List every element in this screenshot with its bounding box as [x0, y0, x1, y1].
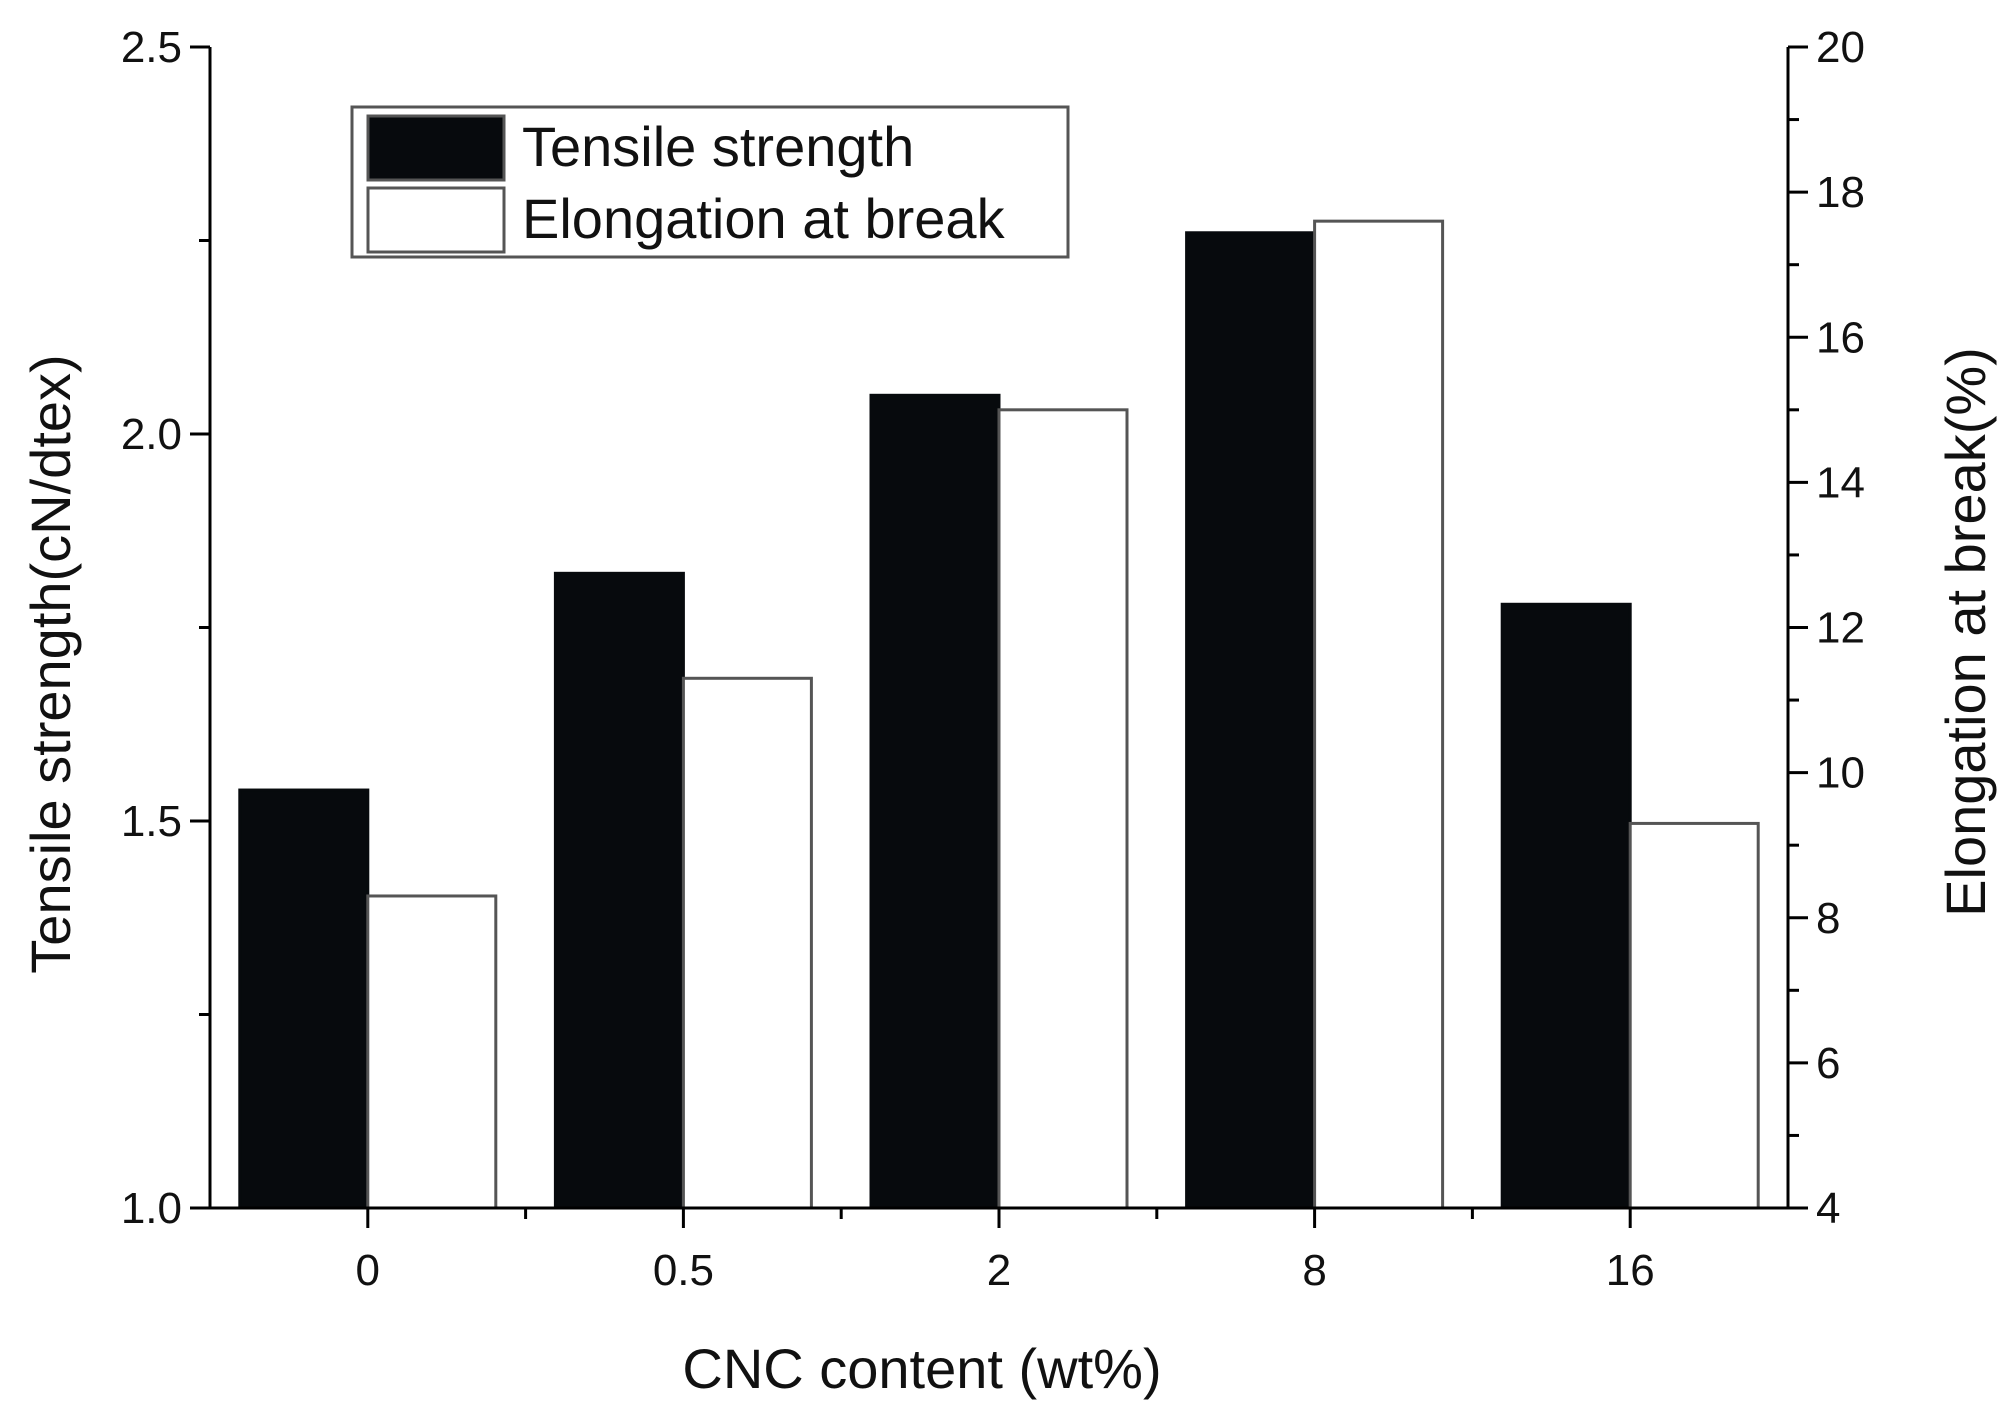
- bar-elongation-2: [997, 408, 1129, 1210]
- y-left-tick-label: 1.5: [121, 797, 182, 846]
- y-right-tick-label: 10: [1816, 749, 1865, 798]
- x-tick-label: 0: [356, 1246, 380, 1295]
- x-tick-label: 0.5: [653, 1246, 714, 1295]
- y-left-axis-title: Tensile strength(cN/dtex): [19, 354, 82, 973]
- bar-elongation-16: [1628, 821, 1760, 1210]
- y-left-tick-label: 1.0: [121, 1184, 182, 1233]
- ticks-layer: 1.0 1.5 2.0 2.5 4 6 8 10 12 14 16 18 20 0 0.5 2 8 16: [121, 23, 1865, 1295]
- y-right-tick-label: 4: [1816, 1184, 1840, 1233]
- y-right-tick-label: 6: [1816, 1039, 1840, 1088]
- y-right-tick-label: 20: [1816, 23, 1865, 72]
- bar-elongation-8: [1313, 219, 1445, 1210]
- bar-tensile-0: [238, 788, 370, 1210]
- y-right-axis-title: Elongation at break(%): [1934, 347, 1997, 917]
- y-right-tick-label: 12: [1816, 604, 1865, 653]
- legend-label-elongation-at-break: Elongation at break: [522, 187, 1006, 250]
- legend: Tensile strength Elongation at break: [350, 105, 1070, 259]
- bar-tensile-16: [1500, 602, 1632, 1210]
- bar-tensile-2: [869, 393, 1001, 1210]
- x-tick-label: 8: [1302, 1246, 1326, 1295]
- bar-elongation-0.5: [681, 676, 813, 1210]
- x-tick-label: 2: [987, 1246, 1011, 1295]
- bars-layer: [238, 219, 1760, 1210]
- legend-swatch-elongation-at-break: [366, 186, 506, 254]
- y-right-tick-label: 16: [1816, 313, 1865, 362]
- y-right-tick-label: 8: [1816, 894, 1840, 943]
- y-left-tick-label: 2.0: [121, 410, 182, 459]
- x-tick-label: 16: [1606, 1246, 1655, 1295]
- bar-tensile-0.5: [553, 571, 685, 1210]
- y-right-tick-label: 18: [1816, 168, 1865, 217]
- bar-tensile-8: [1185, 231, 1317, 1210]
- legend-swatch-tensile-strength: [366, 114, 506, 182]
- x-axis-title: CNC content (wt%): [682, 1337, 1161, 1400]
- y-right-tick-label: 14: [1816, 458, 1865, 507]
- legend-label-tensile-strength: Tensile strength: [522, 115, 914, 178]
- y-left-tick-label: 2.5: [121, 23, 182, 72]
- bar-elongation-0: [366, 894, 498, 1210]
